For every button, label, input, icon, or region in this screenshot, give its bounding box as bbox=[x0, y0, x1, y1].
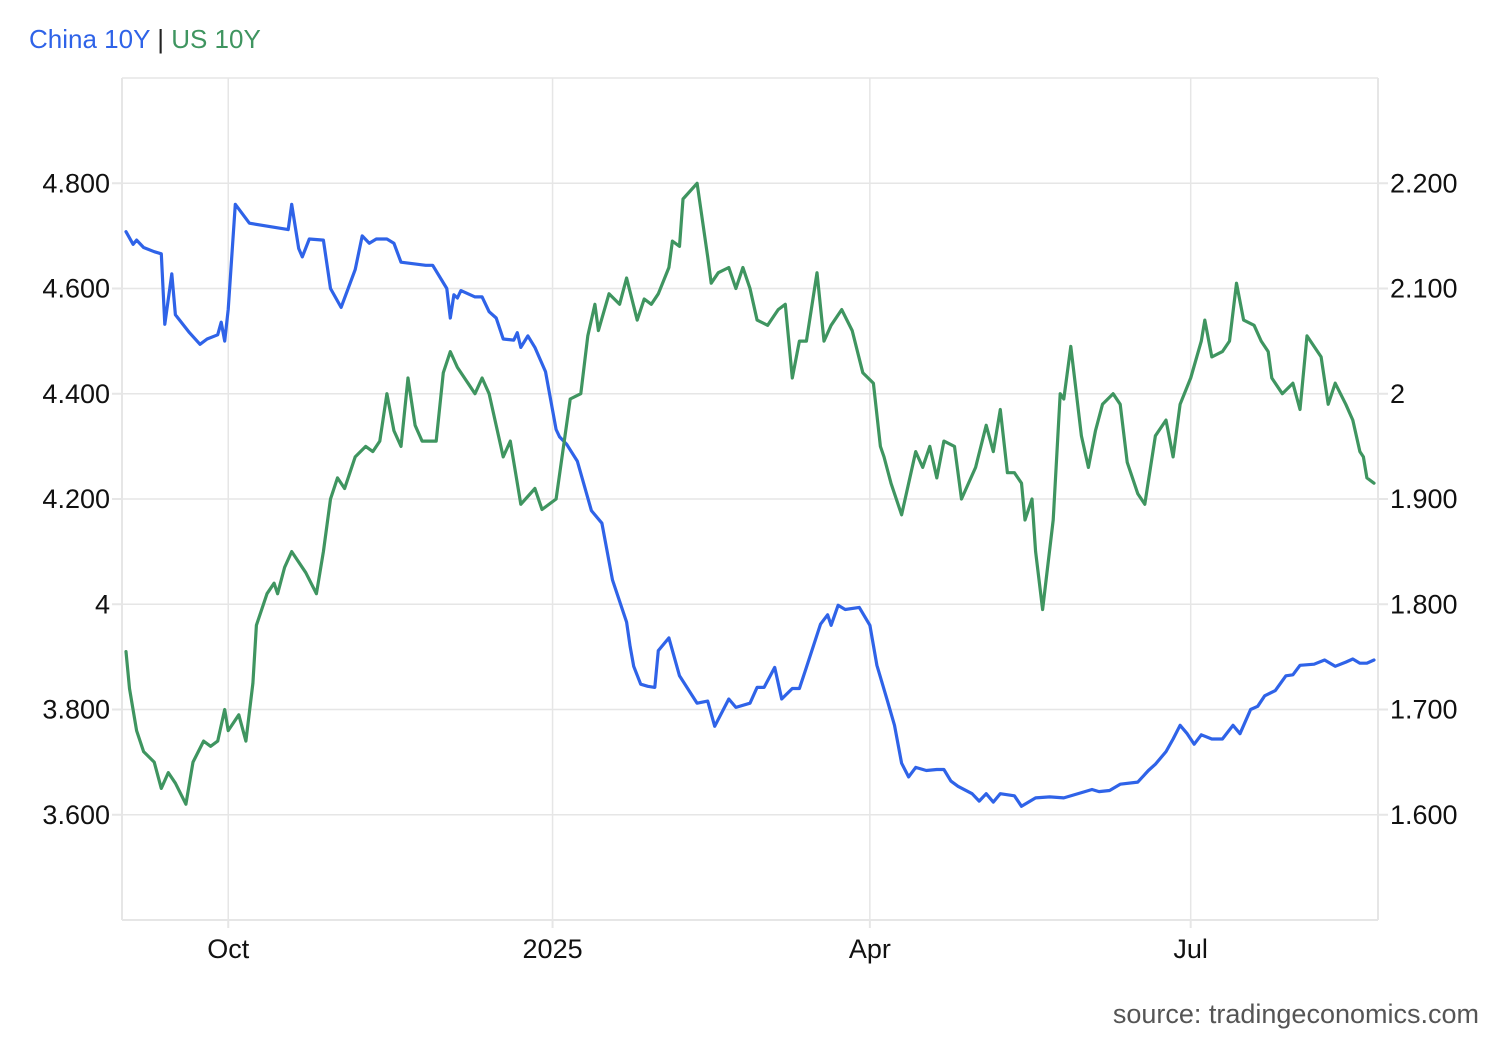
y-right-tick-label: 1.600 bbox=[1390, 800, 1458, 830]
y-right-tick-label: 2.100 bbox=[1390, 274, 1458, 304]
x-tick-label: Apr bbox=[849, 934, 891, 964]
y-right-tick-label: 1.900 bbox=[1390, 484, 1458, 514]
legend-separator: | bbox=[157, 24, 164, 54]
legend-china-label[interactable]: China 10Y bbox=[29, 24, 150, 54]
legend-us-label[interactable]: US 10Y bbox=[171, 24, 261, 54]
x-tick-label: Jul bbox=[1173, 934, 1208, 964]
y-left-tick-label: 4.600 bbox=[42, 274, 110, 304]
y-right-tick-label: 1.700 bbox=[1390, 695, 1458, 725]
grid-layer bbox=[112, 77, 1388, 928]
y-left-tick-label: 3.600 bbox=[42, 800, 110, 830]
x-tick-label: 2025 bbox=[523, 934, 583, 964]
us-10y-line[interactable] bbox=[124, 181, 1376, 806]
y-right-tick-label: 2.200 bbox=[1390, 168, 1458, 198]
x-tick-label: Oct bbox=[207, 934, 250, 964]
y-left-tick-label: 4.800 bbox=[42, 168, 110, 198]
source-credit: source: tradingeconomics.com bbox=[1112, 999, 1479, 1029]
y-right-tick-label: 2 bbox=[1390, 379, 1405, 409]
y-left-tick-label: 4 bbox=[95, 589, 110, 619]
y-left-tick-label: 3.800 bbox=[42, 695, 110, 725]
y-left-tick-label: 4.200 bbox=[42, 484, 110, 514]
chart-title: China 10Y | US 10Y bbox=[29, 24, 261, 55]
y-left-tick-label: 4.400 bbox=[42, 379, 110, 409]
axis-layer: 3.600 3.800 4 4.200 4.400 4.600 4.800 1.600 1.70… bbox=[42, 168, 1457, 964]
china-10y-line[interactable] bbox=[124, 202, 1376, 808]
series-layer bbox=[124, 181, 1376, 808]
y-right-tick-label: 1.800 bbox=[1390, 589, 1458, 619]
